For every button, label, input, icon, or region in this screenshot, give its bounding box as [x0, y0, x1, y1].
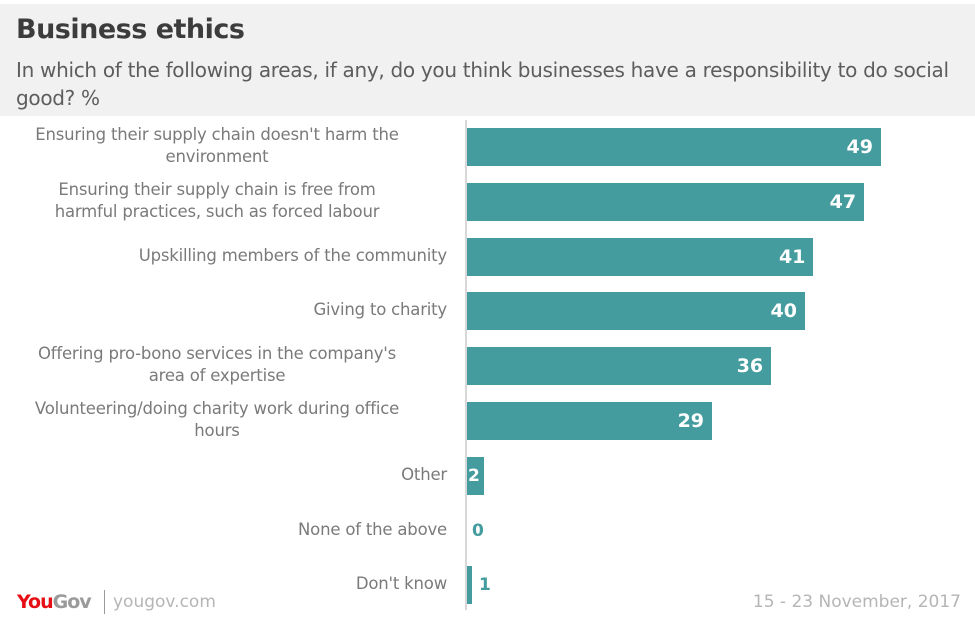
category-label: Giving to charity [313, 300, 447, 319]
category-label: None of the above [298, 520, 447, 539]
data-label: 36 [736, 355, 764, 377]
logo-gov-text: Gov [52, 591, 92, 613]
chart-subtitle: In which of the following areas, if any,… [16, 58, 949, 110]
category-axis-line [465, 120, 467, 610]
survey-date: 15 - 23 November, 2017 [752, 592, 961, 612]
category-label: Offering pro-bono services in the compan… [37, 344, 397, 385]
data-label: 2 [468, 466, 480, 486]
bar [467, 128, 881, 166]
category-label: Other [401, 465, 447, 484]
chart-title: Business ethics [16, 14, 245, 45]
data-label: 40 [770, 300, 797, 322]
data-label: 29 [677, 410, 705, 432]
category-label: Ensuring their supply chain is free from… [54, 180, 380, 221]
bar [467, 238, 814, 276]
bar [467, 292, 805, 330]
category-label: Ensuring their supply chain doesn't harm… [35, 125, 399, 166]
bar [467, 347, 772, 385]
category-label: Upskilling members of the community [138, 246, 447, 265]
data-label: 1 [479, 575, 491, 595]
data-label: 41 [778, 246, 806, 268]
category-label: Volunteering/doing charity work during o… [34, 399, 400, 440]
yougov-logo: YouGov [17, 591, 92, 613]
logo-you-text: You [17, 591, 54, 613]
bar [467, 183, 865, 221]
data-label: 49 [846, 136, 873, 158]
bar [467, 457, 484, 495]
category-label: Don't know [355, 574, 447, 593]
bar [467, 402, 713, 440]
footer-site-link[interactable]: yougov.com [113, 592, 216, 612]
data-label: 47 [829, 191, 857, 213]
footer-divider [104, 590, 105, 614]
chart-header: Business ethics In which of the followin… [0, 4, 975, 116]
data-label: 0 [472, 521, 484, 541]
bar [467, 566, 472, 604]
